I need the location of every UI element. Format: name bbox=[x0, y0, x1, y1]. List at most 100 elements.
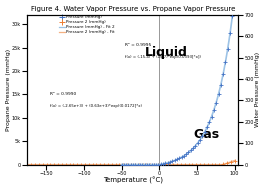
Point bbox=[147, 163, 151, 166]
Point bbox=[216, 93, 221, 96]
Point bbox=[29, 163, 33, 166]
Y-axis label: Propane Pressure (mmHg): Propane Pressure (mmHg) bbox=[6, 49, 11, 131]
Point bbox=[168, 161, 172, 164]
Point bbox=[143, 163, 147, 166]
Point bbox=[194, 163, 198, 166]
Point bbox=[189, 149, 193, 152]
Point bbox=[207, 121, 211, 124]
Point bbox=[209, 115, 214, 118]
Point bbox=[106, 163, 110, 166]
Point bbox=[221, 73, 225, 76]
Point bbox=[148, 163, 152, 166]
Point bbox=[136, 163, 140, 166]
Point bbox=[221, 163, 225, 166]
Point bbox=[167, 163, 172, 166]
Point bbox=[161, 162, 165, 165]
Point bbox=[186, 163, 191, 166]
Point bbox=[37, 163, 41, 166]
Point bbox=[230, 15, 235, 18]
Point bbox=[173, 159, 177, 162]
Point bbox=[156, 163, 160, 166]
Text: Gas: Gas bbox=[193, 128, 219, 141]
Point bbox=[210, 163, 214, 166]
Point bbox=[33, 163, 37, 166]
Point bbox=[193, 144, 198, 147]
Point bbox=[133, 163, 137, 166]
Point bbox=[177, 157, 181, 160]
Point bbox=[133, 163, 138, 166]
Point bbox=[232, 159, 237, 162]
Point bbox=[198, 163, 202, 166]
Legend: Pressure (mmHg), Pressure 2 (mmHg), Pressure (mmHg) - Fit 2, Pressure 2 (mmHg) -: Pressure (mmHg), Pressure 2 (mmHg), Pres… bbox=[59, 15, 115, 34]
Point bbox=[219, 83, 223, 86]
Point bbox=[64, 163, 68, 166]
Point bbox=[129, 163, 133, 166]
Point bbox=[212, 108, 216, 112]
Point bbox=[75, 163, 79, 166]
Point bbox=[171, 163, 175, 166]
Point bbox=[202, 131, 207, 134]
Point bbox=[121, 163, 126, 166]
Point bbox=[196, 141, 200, 144]
Point bbox=[87, 163, 91, 166]
Point bbox=[200, 135, 205, 138]
Point bbox=[44, 163, 49, 166]
Point bbox=[226, 47, 230, 50]
Point bbox=[160, 163, 164, 166]
Point bbox=[52, 163, 56, 166]
Point bbox=[156, 163, 161, 166]
Text: R² = 0.9990: R² = 0.9990 bbox=[50, 92, 76, 96]
Title: Figure 4. Water Vapor Pressure vs. Propane Vapor Pressure: Figure 4. Water Vapor Pressure vs. Propa… bbox=[31, 6, 235, 12]
Point bbox=[140, 163, 145, 166]
Point bbox=[223, 61, 227, 64]
Point bbox=[56, 163, 60, 166]
Point bbox=[180, 156, 184, 159]
Point bbox=[117, 163, 122, 166]
Point bbox=[144, 163, 148, 166]
Y-axis label: Water Pressure (mmHg): Water Pressure (mmHg) bbox=[255, 52, 260, 127]
Point bbox=[183, 163, 187, 166]
Point bbox=[170, 160, 174, 163]
Point bbox=[217, 163, 221, 166]
Point bbox=[186, 151, 191, 154]
Point bbox=[175, 163, 179, 166]
Point bbox=[71, 163, 76, 166]
Text: f(x) = (-2.65e+3) + (0.63e+3)*exp((0.0172[*x): f(x) = (-2.65e+3) + (0.63e+3)*exp((0.017… bbox=[50, 104, 142, 108]
Point bbox=[119, 163, 124, 166]
Point bbox=[149, 163, 154, 166]
Point bbox=[136, 163, 141, 166]
Point bbox=[90, 163, 95, 166]
Point bbox=[191, 147, 195, 150]
Point bbox=[94, 163, 99, 166]
Text: Liquid: Liquid bbox=[145, 46, 188, 59]
Text: R² = 0.9995: R² = 0.9995 bbox=[125, 43, 152, 47]
Point bbox=[159, 163, 163, 166]
Point bbox=[25, 163, 30, 166]
Point bbox=[131, 163, 135, 166]
Point bbox=[179, 163, 183, 166]
Point bbox=[110, 163, 114, 166]
Point bbox=[138, 163, 142, 166]
Text: f(x) = (-15.4) + (15.7)*exp(0.0393[*x]): f(x) = (-15.4) + (15.7)*exp(0.0393[*x]) bbox=[125, 55, 201, 59]
X-axis label: Temperature (°C): Temperature (°C) bbox=[103, 177, 163, 184]
Point bbox=[154, 163, 158, 166]
Point bbox=[163, 163, 168, 166]
Point bbox=[163, 162, 168, 165]
Point bbox=[175, 158, 179, 161]
Point bbox=[102, 163, 106, 166]
Point bbox=[198, 138, 202, 141]
Point bbox=[122, 163, 126, 166]
Point bbox=[152, 163, 156, 166]
Point bbox=[98, 163, 102, 166]
Point bbox=[40, 163, 45, 166]
Point bbox=[202, 163, 206, 166]
Point bbox=[184, 153, 188, 156]
Point bbox=[225, 162, 229, 165]
Point bbox=[190, 163, 194, 166]
Point bbox=[48, 163, 52, 166]
Point bbox=[124, 163, 128, 166]
Point bbox=[129, 163, 133, 166]
Point bbox=[205, 126, 209, 129]
Point bbox=[182, 154, 186, 157]
Point bbox=[60, 163, 64, 166]
